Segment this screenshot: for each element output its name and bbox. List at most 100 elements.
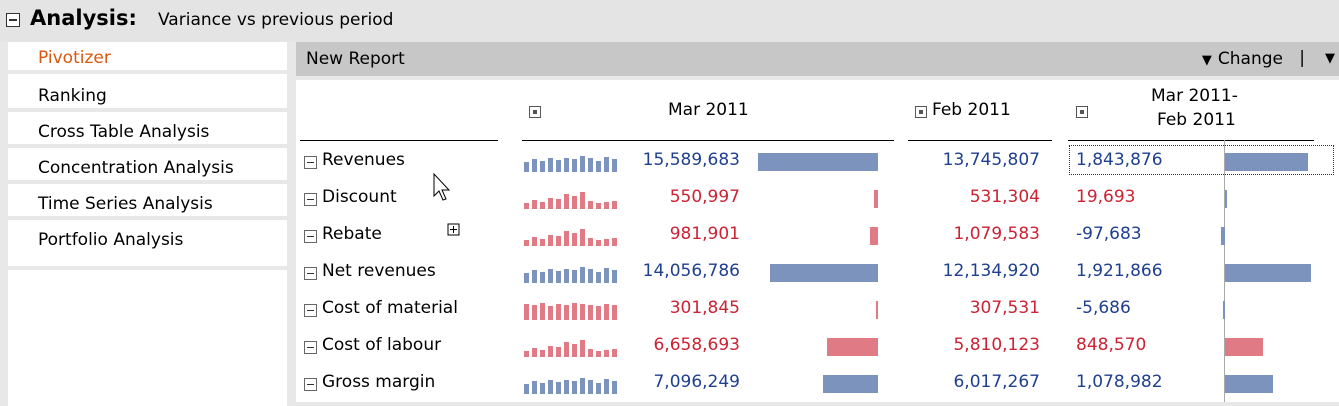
sparkline-bar	[564, 231, 569, 246]
bar-variance	[1221, 227, 1225, 245]
sparkline-bar	[564, 158, 569, 172]
sparkline-bar	[612, 381, 617, 394]
sparkline	[524, 229, 617, 246]
sidebar-item-concentration-analysis[interactable]: Concentration Analysis	[8, 152, 287, 184]
sparkline-bar	[548, 269, 553, 283]
sparkline-bar	[540, 303, 545, 320]
row-expand-icon[interactable]	[304, 193, 317, 206]
sidebar-item-ranking[interactable]: Ranking	[8, 80, 287, 112]
sparkline-bar	[524, 162, 529, 172]
sidebar-item-portfolio-analysis[interactable]: Portfolio Analysis	[8, 224, 287, 256]
header-rule-variance	[1068, 140, 1314, 141]
value-variance: 1,078,982	[1076, 372, 1163, 392]
sparkline-bar	[572, 344, 577, 357]
column-variance-toggle-icon[interactable]	[1076, 106, 1088, 118]
table-row: Rebate 981,901 1,079,583 -97,683	[296, 218, 1339, 254]
row-expand-icon[interactable]	[304, 378, 317, 391]
sparkline-bar	[612, 305, 617, 320]
drag-cursor-icon	[433, 172, 460, 236]
sidebar-empty-area	[8, 266, 287, 406]
value-variance: 1,921,866	[1076, 261, 1163, 281]
sparkline-bar	[580, 304, 585, 320]
collapse-icon[interactable]	[6, 13, 20, 27]
sparkline-bar	[596, 351, 601, 357]
header-rule-mar	[522, 140, 894, 141]
sparkline-bar	[604, 202, 609, 209]
sparkline-bar	[540, 272, 545, 283]
sparkline-bar	[564, 194, 569, 209]
sparkline-bar	[556, 382, 561, 394]
sparkline-bar	[532, 237, 537, 246]
sparkline-bar	[604, 157, 609, 172]
sparkline-bar	[596, 306, 601, 320]
bar-variance	[1225, 264, 1311, 282]
sparkline-bar	[532, 200, 537, 209]
row-expand-icon[interactable]	[304, 230, 317, 243]
sparkline-bar	[540, 239, 545, 246]
sidebar-item-cross-table-analysis[interactable]: Cross Table Analysis	[8, 116, 287, 148]
table-row: Cost of material 301,845 307,531 -5,686	[296, 292, 1339, 328]
row-label[interactable]: Rebate	[322, 224, 382, 244]
sparkline-bar	[572, 270, 577, 283]
bar-mar-2011	[758, 153, 878, 171]
row-label[interactable]: Gross margin	[322, 372, 436, 392]
row-label[interactable]: Net revenues	[322, 261, 436, 281]
value-mar-2011: 981,901	[669, 224, 740, 244]
value-variance: 19,693	[1076, 187, 1136, 207]
bar-mar-2011	[874, 190, 878, 208]
sparkline-bar	[532, 381, 537, 394]
dropdown-arrow-icon[interactable]: ▼	[1325, 51, 1335, 66]
sparkline-bar	[556, 271, 561, 283]
row-label[interactable]: Discount	[322, 187, 397, 207]
sidebar-item-label: Concentration Analysis	[38, 158, 234, 178]
sidebar-item-time-series-analysis[interactable]: Time Series Analysis	[8, 188, 287, 220]
column-header-mar-2011: Mar 2011	[668, 100, 749, 120]
change-button[interactable]: Change	[1202, 49, 1283, 69]
sparkline-bar	[572, 196, 577, 209]
row-expand-icon[interactable]	[304, 267, 317, 280]
bar-mar-2011	[870, 227, 878, 245]
sparkline-bar	[588, 238, 593, 246]
sparkline-bar	[612, 270, 617, 283]
value-mar-2011: 14,056,786	[642, 261, 740, 281]
sparkline-bar	[540, 383, 545, 394]
row-expand-icon[interactable]	[304, 304, 317, 317]
sparkline-bar	[604, 239, 609, 246]
sparkline-bar	[612, 159, 617, 172]
sparkline-bar	[580, 340, 585, 357]
sparkline-bar	[524, 304, 529, 320]
sparkline-bar	[588, 269, 593, 283]
report-name: New Report	[306, 49, 405, 69]
sparkline-bar	[532, 348, 537, 357]
sparkline-bar	[556, 160, 561, 172]
analysis-sidebar: Pivotizer Ranking Cross Table Analysis C…	[8, 42, 287, 406]
bar-mar-2011	[770, 264, 878, 282]
sidebar-item-pivotizer[interactable]: Pivotizer	[8, 42, 287, 74]
sidebar-item-label: Ranking	[38, 86, 107, 106]
sparkline	[524, 192, 617, 209]
column-mar-2011-toggle-icon[interactable]	[529, 106, 541, 118]
row-expand-icon[interactable]	[304, 341, 317, 354]
column-feb-2011-toggle-icon[interactable]	[915, 106, 927, 118]
row-label[interactable]: Revenues	[322, 150, 405, 170]
value-mar-2011: 301,845	[669, 298, 740, 318]
sparkline-bar	[548, 235, 553, 246]
value-variance: -97,683	[1076, 224, 1142, 244]
row-label[interactable]: Cost of material	[322, 298, 458, 318]
sparkline-bar	[588, 349, 593, 357]
value-feb-2011: 307,531	[969, 298, 1040, 318]
row-label[interactable]: Cost of labour	[322, 335, 442, 355]
sparkline-bar	[596, 203, 601, 209]
row-expand-icon[interactable]	[304, 156, 317, 169]
sparkline-bar	[580, 378, 585, 394]
sparkline-bar	[596, 240, 601, 246]
report-grid: Mar 2011 Feb 2011 Mar 2011- Feb 2011 Rev…	[296, 80, 1339, 402]
bar-mar-2011	[823, 375, 878, 393]
sparkline-bar	[572, 381, 577, 394]
sparkline-bar	[548, 158, 553, 172]
column-header-variance-line2: Feb 2011	[1157, 110, 1236, 130]
table-row: Cost of labour 6,658,693 5,810,123 848,5…	[296, 329, 1339, 365]
header-rule-labels	[300, 140, 498, 141]
bar-variance	[1225, 153, 1308, 171]
sparkline-bar	[604, 379, 609, 394]
